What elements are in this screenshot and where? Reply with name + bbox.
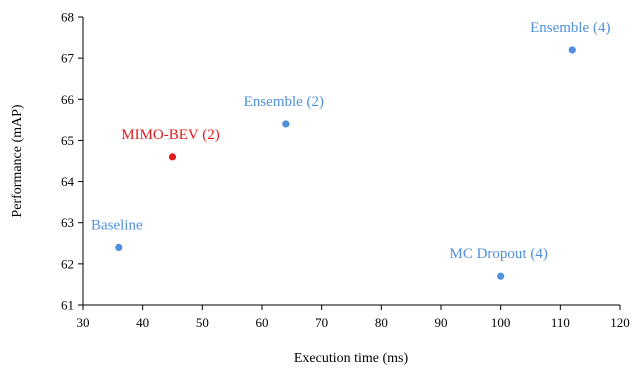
data-point-label: Baseline — [91, 217, 143, 233]
data-point-label: MIMO-BEV (2) — [121, 127, 219, 143]
y-tick-label: 66 — [61, 92, 75, 107]
data-point — [168, 153, 177, 161]
x-tick-label: 110 — [551, 315, 570, 330]
y-tick-label: 65 — [61, 133, 74, 148]
x-axis-label: Execution time (ms) — [294, 351, 409, 366]
y-tick-label: 67 — [61, 51, 75, 66]
y-tick-label: 63 — [61, 215, 74, 230]
data-point-label: Ensemble (4) — [530, 20, 610, 36]
x-tick-label: 30 — [77, 315, 90, 330]
y-tick-label: 68 — [61, 10, 74, 25]
y-tick-label: 61 — [61, 298, 74, 313]
data-point — [115, 243, 123, 251]
data-point — [497, 272, 505, 280]
x-tick-label: 90 — [435, 315, 448, 330]
data-point-label: MC Dropout (4) — [450, 246, 548, 262]
data-point — [282, 120, 290, 128]
y-axis-label: Performance (mAP) — [10, 104, 25, 217]
x-tick-label: 50 — [196, 315, 209, 330]
x-ticks: 30 40 50 60 70 80 90 100 110 120 — [77, 305, 630, 330]
x-tick-label: 80 — [375, 315, 388, 330]
x-tick-label: 100 — [491, 315, 511, 330]
data-point-label: Ensemble (2) — [244, 94, 324, 110]
y-ticks: 61 62 63 64 65 66 67 68 — [61, 10, 83, 313]
data-points: Baseline MIMO-BEV (2) Ensemble (2) MC Dropo… — [91, 20, 610, 280]
x-tick-label: 70 — [315, 315, 328, 330]
x-tick-label: 40 — [136, 315, 149, 330]
y-tick-label: 62 — [61, 256, 74, 271]
data-point — [568, 46, 576, 54]
x-tick-label: 60 — [256, 315, 269, 330]
x-tick-label: 120 — [610, 315, 630, 330]
y-tick-label: 64 — [61, 174, 75, 189]
